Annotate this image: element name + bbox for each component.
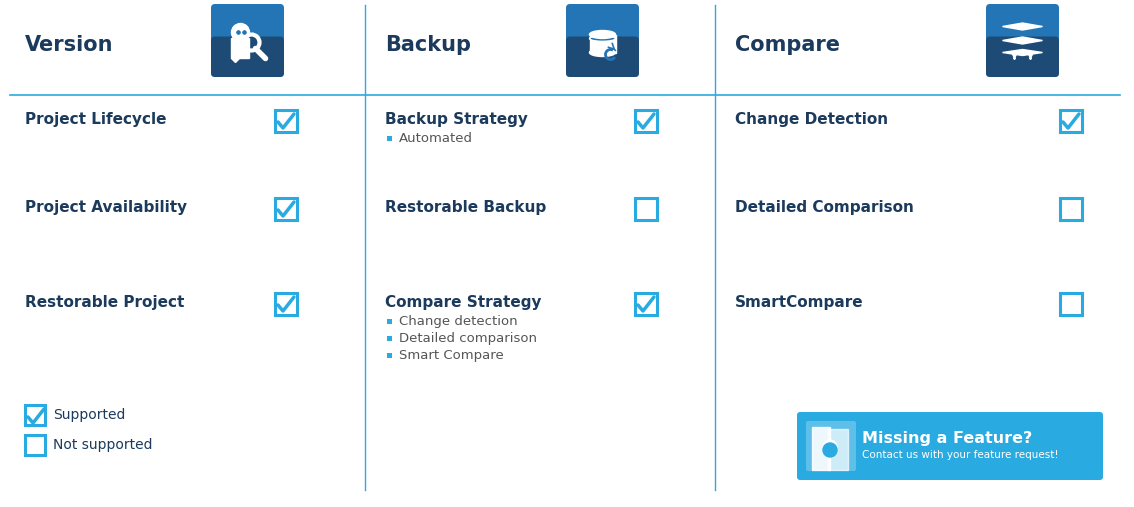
Text: Backup: Backup (386, 35, 471, 55)
FancyBboxPatch shape (566, 4, 638, 77)
Text: Missing a Feature?: Missing a Feature? (862, 431, 1032, 446)
Bar (387, 319, 392, 324)
Polygon shape (828, 429, 848, 470)
Text: Restorable Project: Restorable Project (25, 295, 185, 310)
Ellipse shape (590, 49, 616, 56)
Text: Not supported: Not supported (53, 438, 152, 452)
Polygon shape (1002, 37, 1042, 44)
Text: Restorable Backup: Restorable Backup (386, 200, 547, 215)
FancyBboxPatch shape (635, 293, 657, 315)
Polygon shape (231, 39, 249, 62)
FancyBboxPatch shape (276, 198, 297, 220)
Text: Backup Strategy: Backup Strategy (386, 112, 527, 127)
Bar (590, 34, 616, 53)
FancyBboxPatch shape (635, 198, 657, 220)
Bar (387, 136, 392, 141)
Text: Compare Strategy: Compare Strategy (386, 295, 542, 310)
Circle shape (231, 23, 249, 42)
Polygon shape (812, 427, 830, 470)
FancyBboxPatch shape (1060, 198, 1082, 220)
FancyBboxPatch shape (1060, 293, 1082, 315)
FancyBboxPatch shape (566, 37, 638, 77)
Bar (387, 353, 392, 358)
Bar (387, 336, 392, 341)
FancyBboxPatch shape (211, 37, 284, 77)
FancyBboxPatch shape (211, 4, 284, 77)
Text: Contact us with your feature request!: Contact us with your feature request! (862, 450, 1059, 460)
FancyBboxPatch shape (25, 405, 45, 425)
FancyBboxPatch shape (276, 293, 297, 315)
Circle shape (823, 443, 837, 457)
Text: Change Detection: Change Detection (735, 112, 888, 127)
Text: Project Availability: Project Availability (25, 200, 187, 215)
FancyBboxPatch shape (985, 37, 1059, 77)
Text: Detailed Comparison: Detailed Comparison (735, 200, 914, 215)
Ellipse shape (590, 35, 616, 41)
Ellipse shape (590, 30, 616, 39)
FancyBboxPatch shape (806, 421, 856, 471)
FancyBboxPatch shape (276, 110, 297, 132)
Text: Project Lifecycle: Project Lifecycle (25, 112, 167, 127)
FancyBboxPatch shape (25, 435, 45, 455)
Text: Change detection: Change detection (399, 315, 517, 328)
Polygon shape (1002, 23, 1042, 30)
FancyBboxPatch shape (797, 412, 1103, 480)
FancyBboxPatch shape (1060, 110, 1082, 132)
Text: Automated: Automated (399, 132, 473, 145)
Text: Version: Version (25, 35, 113, 55)
Text: Compare: Compare (735, 35, 840, 55)
Polygon shape (1002, 50, 1042, 55)
FancyBboxPatch shape (635, 110, 657, 132)
Text: Smart Compare: Smart Compare (399, 349, 503, 362)
Text: SmartCompare: SmartCompare (735, 295, 864, 310)
Text: Supported: Supported (53, 408, 126, 422)
Text: Detailed comparison: Detailed comparison (399, 332, 538, 345)
Circle shape (823, 440, 837, 454)
FancyBboxPatch shape (985, 4, 1059, 77)
